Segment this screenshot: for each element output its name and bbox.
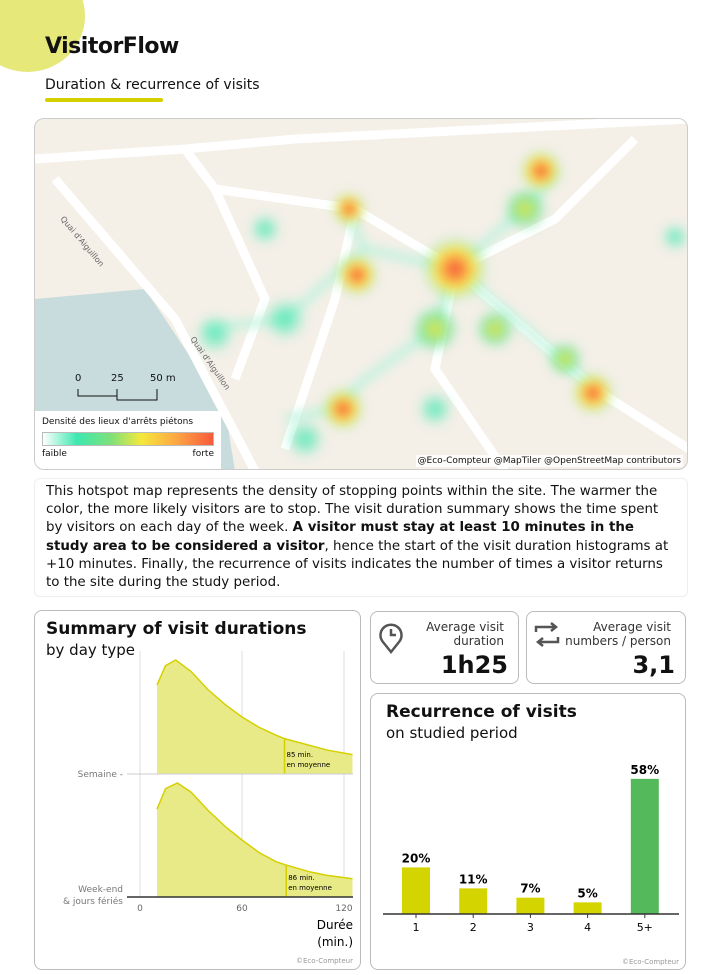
legend-high: forte xyxy=(192,449,214,459)
duration-chart: 85 min. en moyenne 86 min. en moyenne Semain… xyxy=(63,651,353,965)
x-label: (min.) xyxy=(317,935,353,949)
recurrence-card: Recurrence of visits on studied period 2… xyxy=(370,693,686,970)
legend-gradient xyxy=(42,432,214,446)
mean-label: 85 min. xyxy=(287,751,314,759)
chart-subtitle: on studied period xyxy=(386,724,518,742)
y-label-weekend: & jours fériés xyxy=(63,896,123,907)
y-label-semaine: Semaine - xyxy=(78,770,123,780)
map-canvas: Quai d'Aiguillon Quai d'Aiguillon xyxy=(35,119,687,469)
x-tick: 2 xyxy=(470,921,477,934)
app-title: VisitorFlow xyxy=(45,34,179,59)
y-label-weekend: Week-end xyxy=(78,885,123,895)
credit: ©Eco-Compteur xyxy=(296,957,353,965)
x-label: Durée xyxy=(317,918,353,932)
credit: ©Eco-Compteur xyxy=(622,958,679,966)
density-line xyxy=(156,782,353,880)
legend-low: faible xyxy=(42,449,67,459)
repeat-arrows-icon xyxy=(534,622,560,647)
kpi-visit-numbers: Average visit numbers / person 3,1 xyxy=(526,611,686,684)
duration-card: Summary of visit durations by day type 8… xyxy=(34,610,361,970)
bar xyxy=(402,867,430,914)
bar xyxy=(573,902,602,914)
x-tick: 5+ xyxy=(637,921,653,934)
data-label: 11% xyxy=(459,872,488,886)
data-label: 5% xyxy=(577,886,597,900)
bar xyxy=(630,778,659,914)
x-tick: 120 xyxy=(335,904,352,914)
density-area xyxy=(157,783,353,897)
street-label: Quai d'Aiguillon xyxy=(58,215,105,269)
mean-sublabel: en moyenne xyxy=(288,884,332,892)
x-tick: 0 xyxy=(137,904,143,914)
map-legend: Densité des lieux d'arrêts piétons faibl… xyxy=(35,411,221,469)
chart-subtitle: by day type xyxy=(46,641,136,659)
x-tick: 60 xyxy=(236,904,248,914)
description: This hotspot map represents the density … xyxy=(34,478,688,598)
map-credit: @Eco-Compteur @MapTiler @OpenStreetMap c… xyxy=(415,455,683,467)
bar xyxy=(516,897,545,914)
data-label: 7% xyxy=(520,882,540,896)
chart-title: Recurrence of visits xyxy=(386,702,577,722)
mean-label: 86 min. xyxy=(288,874,315,882)
bar xyxy=(459,888,488,914)
subtitle-underline xyxy=(45,98,163,102)
x-tick: 3 xyxy=(527,921,534,934)
clock-pin-icon xyxy=(379,623,403,655)
x-tick: 4 xyxy=(584,921,591,934)
data-label: 20% xyxy=(402,851,431,865)
page-subtitle: Duration & recurrence of visits xyxy=(45,77,260,93)
density-line xyxy=(156,659,353,756)
kpi-avg-duration: Average visit duration 1h25 xyxy=(370,611,519,684)
heatmap[interactable]: Quai d'Aiguillon Quai d'Aiguillon 0 25 5… xyxy=(34,118,688,470)
legend-title: Densité des lieux d'arrêts piétons xyxy=(42,417,194,427)
chart-title: Summary of visit durations xyxy=(46,619,307,639)
x-tick: 1 xyxy=(413,921,420,934)
density-area xyxy=(157,660,353,774)
data-label: 58% xyxy=(630,763,659,777)
recurrence-chart: 20% 1 11% 2 7% 3 5% 4 58% 5+ ©Eco-Compteur xyxy=(383,763,679,966)
mean-sublabel: en moyenne xyxy=(287,761,331,769)
